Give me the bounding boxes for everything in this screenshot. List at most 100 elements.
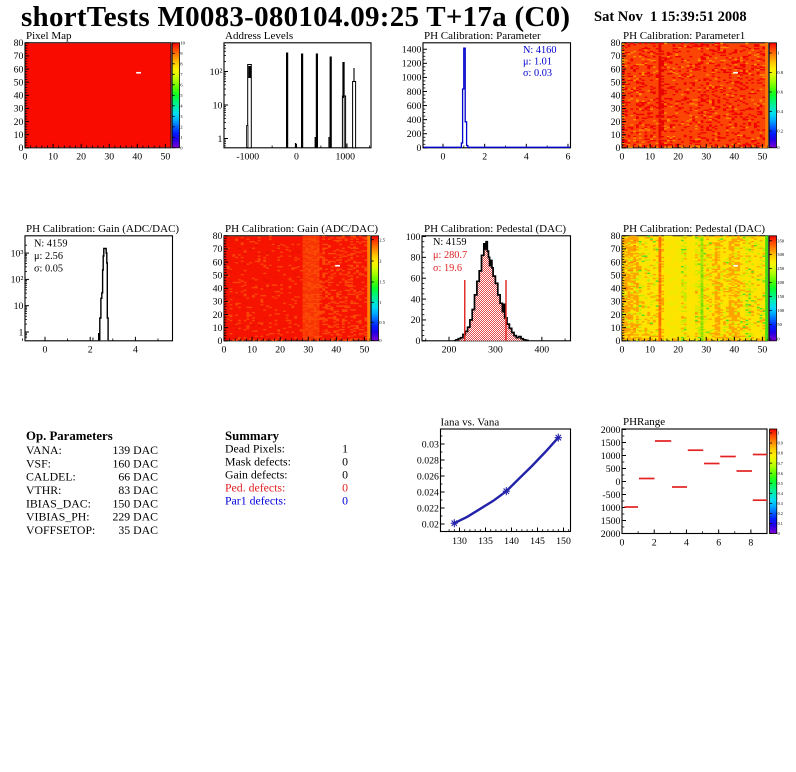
svg-text:10: 10 [14,301,24,312]
svg-text:2: 2 [652,537,657,548]
svg-text:μ: 1.01: μ: 1.01 [523,57,552,68]
svg-text:200: 200 [777,280,785,285]
svg-text:10: 10 [247,345,257,356]
svg-text:0.4: 0.4 [778,491,784,496]
svg-text:70: 70 [14,51,24,62]
svg-text:60: 60 [611,64,621,75]
svg-text:0: 0 [342,481,348,495]
svg-text:200: 200 [442,345,457,356]
svg-text:0.6: 0.6 [778,471,783,476]
svg-text:60: 60 [611,257,621,268]
svg-text:50: 50 [359,345,369,356]
svg-text:PH Calibration: Pedestal (DAC): PH Calibration: Pedestal (DAC) [424,223,566,235]
svg-text:VSF:: VSF: [26,456,51,470]
svg-text:10²: 10² [11,275,24,286]
svg-text:0: 0 [778,531,780,536]
svg-text:10³: 10³ [11,248,24,259]
svg-text:150: 150 [556,536,571,547]
svg-text:0: 0 [342,468,348,482]
svg-text:130: 130 [452,536,467,547]
svg-text:0: 0 [23,152,28,163]
svg-text:N: 4160: N: 4160 [523,45,556,56]
svg-text:40: 40 [729,152,739,163]
svg-text:40: 40 [213,284,223,295]
svg-text:70: 70 [611,244,621,255]
svg-text:30: 30 [303,345,313,356]
svg-text:1: 1 [379,300,382,305]
svg-text:PH Calibration: Gain (ADC/DAC): PH Calibration: Gain (ADC/DAC) [225,223,378,235]
svg-text:10: 10 [611,323,621,334]
svg-text:40: 40 [411,294,421,305]
svg-text:80: 80 [611,231,621,242]
svg-text:160 DAC: 160 DAC [112,456,158,470]
svg-text:80: 80 [14,38,24,49]
svg-text:400: 400 [535,345,550,356]
svg-text:0.1: 0.1 [778,521,783,526]
svg-text:20: 20 [673,152,683,163]
svg-text:1: 1 [180,135,183,140]
svg-text:Pixel Map: Pixel Map [26,30,72,42]
svg-text:Par1 defects:: Par1 defects: [225,493,286,507]
svg-text:0.026: 0.026 [417,471,439,482]
svg-text:20: 20 [76,152,86,163]
svg-text:CALDEL:: CALDEL: [26,470,76,484]
svg-text:40: 40 [14,91,24,102]
svg-text:6: 6 [180,82,183,87]
svg-text:20: 20 [611,310,621,321]
svg-text:1500: 1500 [601,516,621,527]
svg-text:300: 300 [777,252,785,257]
svg-text:1400: 1400 [402,45,422,56]
svg-text:20: 20 [14,117,24,128]
svg-text:30: 30 [213,297,223,308]
svg-text:0: 0 [217,336,222,347]
svg-text:50: 50 [757,345,767,356]
svg-text:80: 80 [611,38,621,49]
svg-text:145: 145 [530,536,545,547]
svg-text:0.5: 0.5 [778,481,783,486]
svg-text:70: 70 [213,244,223,255]
svg-text:0: 0 [294,152,299,163]
svg-text:30: 30 [104,152,114,163]
svg-text:Ped. defects:: Ped. defects: [225,481,285,495]
svg-text:200: 200 [407,129,422,140]
svg-text:100: 100 [406,232,421,243]
svg-text:66 DAC: 66 DAC [118,470,158,484]
svg-text:VTHR:: VTHR: [26,483,61,497]
svg-text:4: 4 [180,103,183,108]
svg-text:150 DAC: 150 DAC [112,496,158,510]
svg-text:1: 1 [778,431,780,436]
svg-text:Iana vs. Vana: Iana vs. Vana [441,417,500,429]
svg-text:0: 0 [615,143,620,154]
svg-text:0.2: 0.2 [777,129,783,134]
svg-text:20: 20 [411,315,421,326]
svg-text:2000: 2000 [601,529,621,540]
svg-text:400: 400 [407,115,422,126]
svg-text:Summary: Summary [225,429,280,443]
svg-text:4: 4 [524,152,529,163]
svg-text:35 DAC: 35 DAC [118,523,158,537]
svg-text:0.3: 0.3 [778,501,783,506]
svg-text:140: 140 [504,536,519,547]
svg-text:1.5: 1.5 [379,280,385,285]
svg-text:30: 30 [701,152,711,163]
svg-text:20: 20 [673,345,683,356]
svg-text:-1000: -1000 [236,152,259,163]
svg-text:0.022: 0.022 [417,503,439,514]
svg-text:10: 10 [213,100,223,111]
svg-text:10: 10 [180,40,185,45]
svg-text:5: 5 [180,93,183,98]
svg-text:10: 10 [645,345,655,356]
svg-text:2: 2 [180,124,183,129]
svg-text:0: 0 [615,477,620,488]
svg-text:1: 1 [342,442,348,456]
svg-text:0.7: 0.7 [778,461,783,466]
svg-text:30: 30 [701,345,711,356]
svg-text:50: 50 [757,152,767,163]
svg-text:10²: 10² [210,67,223,78]
svg-text:150: 150 [777,294,785,299]
svg-text:0: 0 [415,336,420,347]
svg-text:μ: 2.56: μ: 2.56 [34,251,63,262]
svg-text:1000: 1000 [402,73,422,84]
svg-text:50: 50 [213,270,223,281]
svg-text:Dead Pixels:: Dead Pixels: [225,442,285,456]
